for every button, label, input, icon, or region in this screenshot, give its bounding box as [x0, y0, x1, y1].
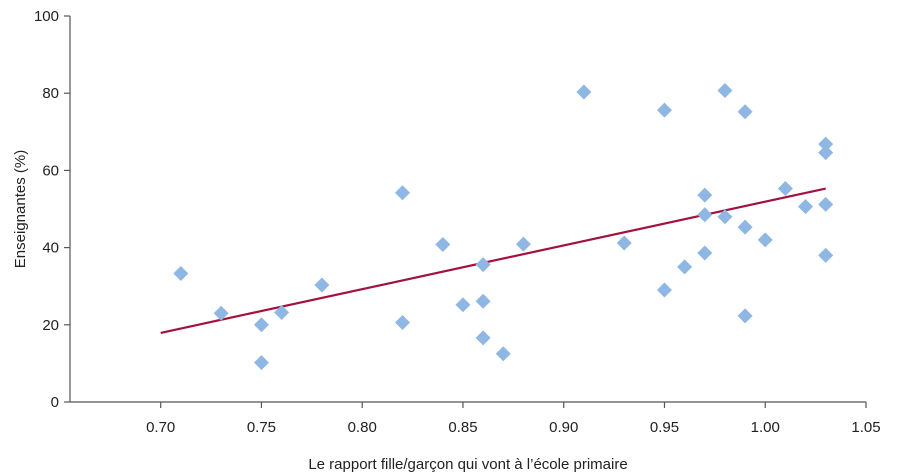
- data-point: [656, 282, 672, 298]
- data-point: [274, 304, 290, 320]
- data-point: [475, 330, 491, 346]
- x-tick-label: 0.70: [146, 419, 175, 436]
- axes: [69, 16, 866, 403]
- y-tick-label: 0: [51, 394, 59, 411]
- x-tick-label: 0.95: [650, 419, 679, 436]
- data-point: [717, 209, 733, 225]
- x-tick-label: 0.90: [549, 419, 578, 436]
- x-tick-label: 1.00: [751, 419, 780, 436]
- y-tick-label: 100: [34, 8, 59, 25]
- data-point: [616, 235, 632, 251]
- data-point: [697, 245, 713, 261]
- data-point: [757, 232, 773, 248]
- data-point: [697, 207, 713, 223]
- y-axis-title: Enseignantes (%): [12, 150, 29, 268]
- data-point: [435, 237, 451, 253]
- data-point: [818, 136, 834, 152]
- data-point: [737, 219, 753, 235]
- data-point: [253, 355, 269, 371]
- data-point: [213, 305, 229, 321]
- data-point: [475, 257, 491, 273]
- x-tick-label: 0.80: [348, 419, 377, 436]
- data-point: [576, 84, 592, 100]
- y-tick-label: 20: [42, 317, 59, 334]
- y-tick-label: 60: [42, 162, 59, 179]
- data-point: [656, 102, 672, 118]
- data-point: [737, 104, 753, 120]
- data-point: [818, 247, 834, 263]
- data-points: [173, 82, 834, 371]
- data-point: [798, 199, 814, 215]
- trend-line-group: [160, 187, 826, 334]
- x-tick-label: 1.05: [851, 419, 880, 436]
- data-point: [515, 236, 531, 252]
- data-point: [395, 314, 411, 330]
- y-tick-label: 80: [42, 85, 59, 102]
- x-ticks: 0.70 0.75 0.80 0.85 0.90 0.95 1.00 1.05: [146, 402, 881, 436]
- data-point: [395, 185, 411, 201]
- data-point: [475, 293, 491, 309]
- data-point: [677, 259, 693, 275]
- data-point: [818, 196, 834, 212]
- data-point: [173, 265, 189, 281]
- data-point: [314, 277, 330, 293]
- trend-line: [160, 187, 826, 334]
- y-tick-label: 40: [42, 240, 59, 257]
- data-point: [253, 317, 269, 333]
- data-point: [737, 308, 753, 324]
- data-point: [717, 82, 733, 98]
- x-tick-label: 0.85: [448, 419, 477, 436]
- data-point: [818, 145, 834, 161]
- y-ticks: 0 20 40 60 80 100: [34, 8, 70, 411]
- x-axis-title: Le rapport fille/garçon qui vont à l’éco…: [308, 456, 627, 473]
- data-point: [777, 181, 793, 197]
- data-point: [495, 346, 511, 362]
- data-point: [455, 297, 471, 313]
- data-point: [697, 187, 713, 203]
- x-tick-label: 0.75: [247, 419, 276, 436]
